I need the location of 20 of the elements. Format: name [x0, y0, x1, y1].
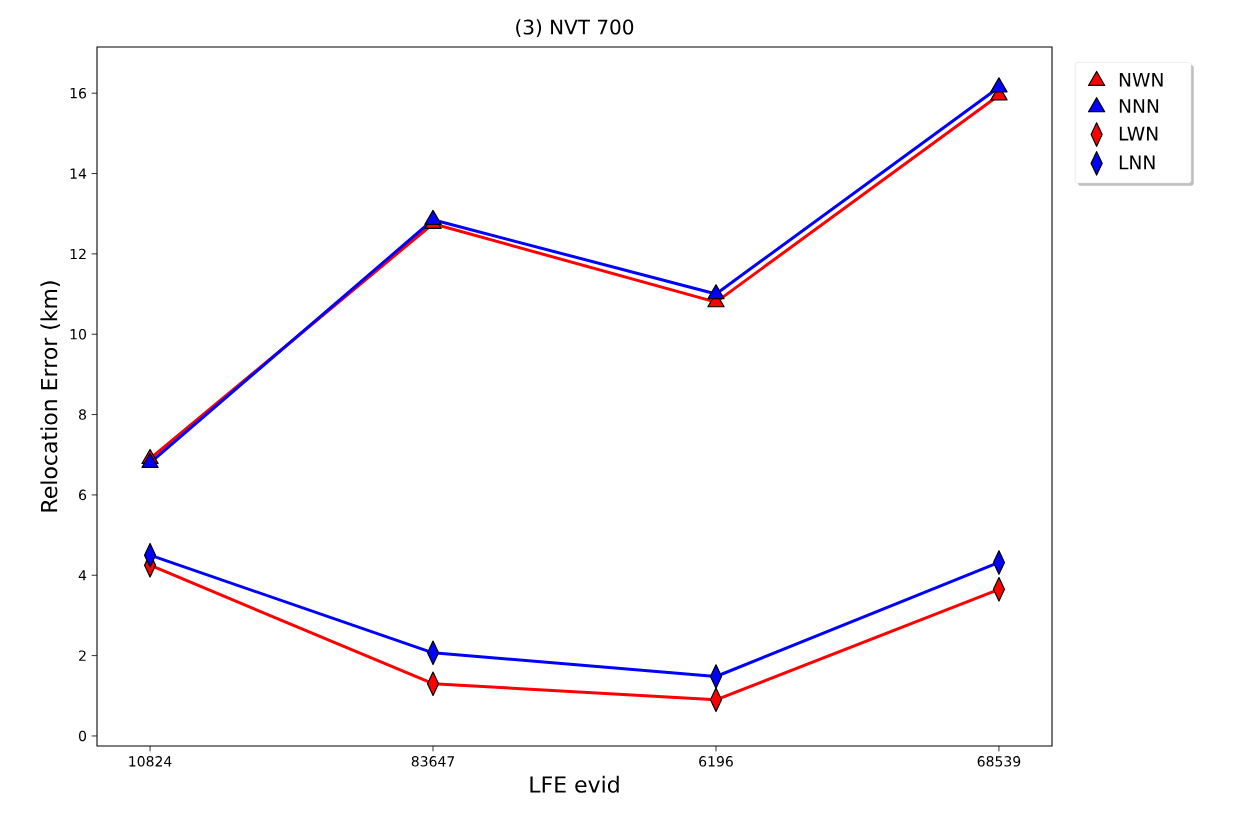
x-tick-label: 83647 — [411, 756, 455, 767]
y-tick-label: 8 — [78, 409, 86, 420]
y-tick-label: 6 — [79, 489, 87, 501]
legend-label: NNN — [1119, 99, 1159, 113]
x-axis-title: LFE evid — [530, 775, 619, 793]
x-tick-label: 10824 — [129, 756, 172, 767]
y-axis-title: Relocation Error (km) — [40, 281, 60, 512]
legend-label: LWN — [1119, 126, 1158, 141]
y-tick-label: 14 — [70, 168, 87, 179]
x-tick-label: 6196 — [699, 756, 733, 767]
y-tick-label: 10 — [70, 328, 87, 340]
legend-label: NWN — [1119, 72, 1163, 87]
y-tick-label: 12 — [70, 248, 86, 260]
y-tick-label: 0 — [78, 730, 87, 742]
y-tick-label: 4 — [78, 570, 87, 581]
chart-title: (3) NVT 700 — [516, 19, 634, 37]
y-tick-label: 16 — [70, 87, 87, 99]
legend-label: LNN — [1119, 155, 1155, 170]
y-tick-label: 2 — [79, 650, 86, 661]
x-tick-label: 68539 — [977, 756, 1021, 767]
